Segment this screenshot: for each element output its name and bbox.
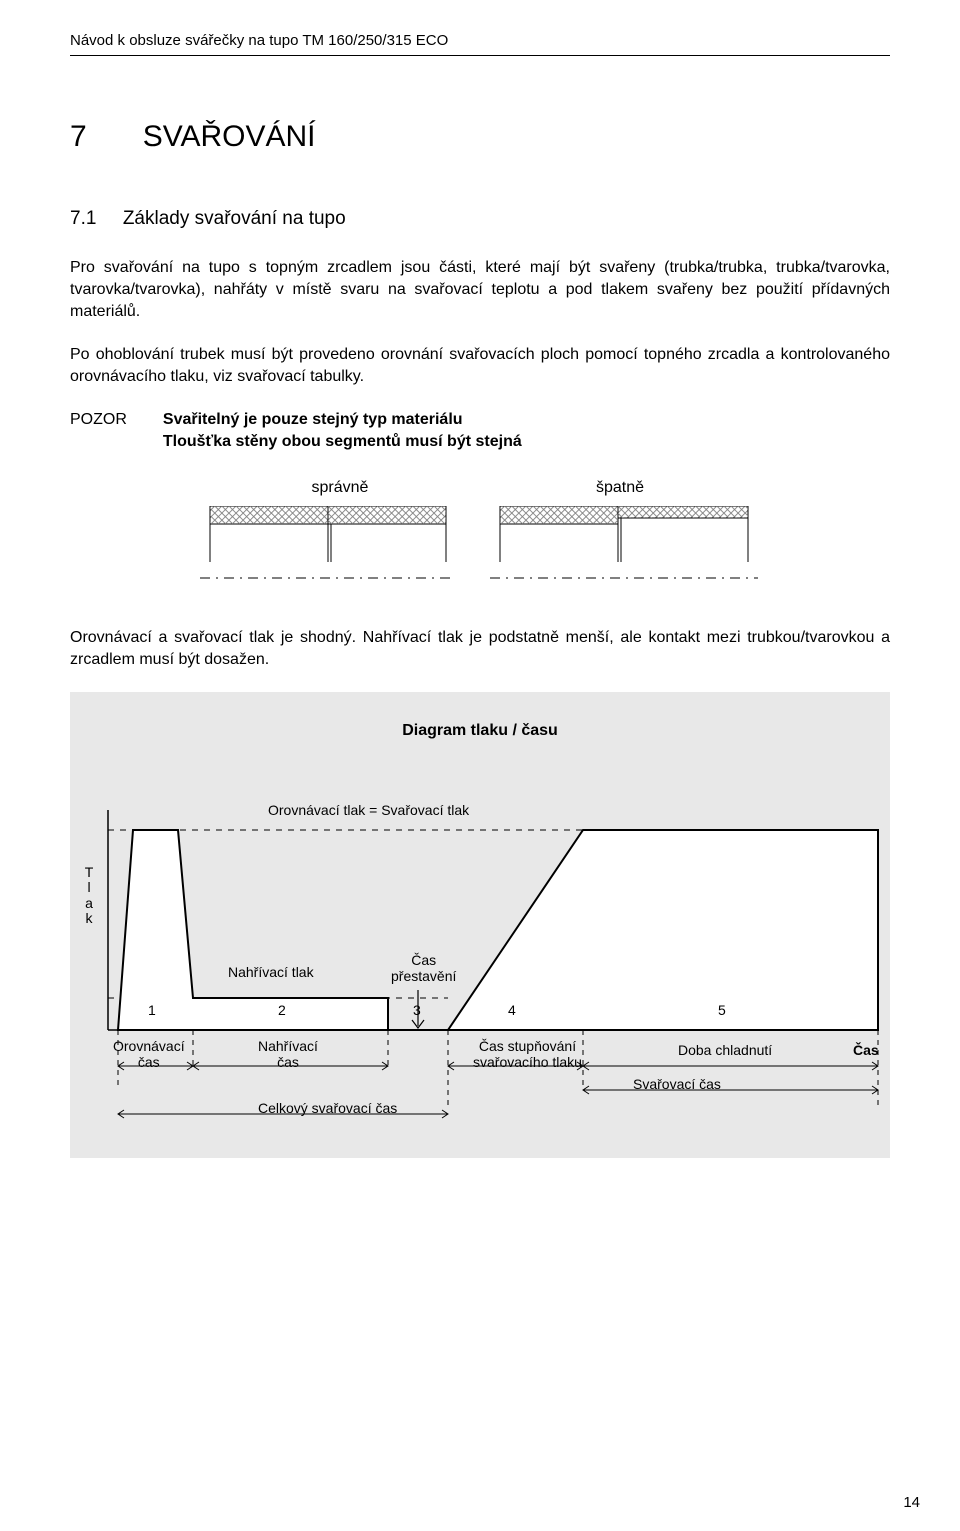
alignment-svg	[200, 506, 760, 591]
attention-label: POZOR	[70, 409, 127, 454]
chart-phase-2: 2	[278, 1002, 286, 1018]
chart-phase-5: 5	[718, 1002, 726, 1018]
section-heading: 7.1 Základy svařování na tupo	[70, 206, 890, 233]
chapter-heading: 7 SVAŘOVÁNÍ	[70, 116, 890, 158]
paragraph-2: Po ohoblování trubek musí být provedeno …	[70, 344, 890, 389]
chart-xaxis-label: Čas	[853, 1042, 879, 1058]
chapter-title: SVAŘOVÁNÍ	[143, 116, 316, 158]
pressure-time-chart: Diagram tlaku / času Orovnávací tlak = S…	[70, 692, 890, 1158]
attention-line-2: Tloušťka stěny obou segmentů musí být st…	[163, 431, 522, 453]
chart-label-heating-pressure: Nahřívací tlak	[228, 964, 314, 980]
chart-phase5-name: Doba chladnutí	[678, 1042, 772, 1058]
chart-label-changeover: Čas přestavění	[391, 952, 456, 984]
paragraph-3: Orovnávací a svařovací tlak je shodný. N…	[70, 627, 890, 672]
attention-line-1: Svařitelný je pouze stejný typ materiálu	[163, 409, 522, 431]
page-number: 14	[903, 1492, 920, 1513]
chart-phase2-name: Nahřívacíčas	[258, 1038, 318, 1070]
chart-total-time-label: Celkový svařovací čas	[258, 1100, 397, 1116]
chart-svg	[78, 770, 882, 1130]
paragraph-1: Pro svařování na tupo s topným zrcadlem …	[70, 257, 890, 324]
attention-body: Svařitelný je pouze stejný typ materiálu…	[163, 409, 522, 454]
header-line: Návod k obsluze svářečky na tupo TM 160/…	[70, 30, 890, 56]
chart-phase-4: 4	[508, 1002, 516, 1018]
chart-phase4-name: Čas stupňovánísvařovacího tlaku	[473, 1038, 582, 1070]
chart-phase-3: 3	[413, 1002, 421, 1018]
attention-block: POZOR Svařitelný je pouze stejný typ mat…	[70, 409, 890, 454]
chart-phase1-name: Orovnávacíčas	[113, 1038, 185, 1070]
alignment-diagram: správně špatně	[200, 477, 760, 590]
section-title: Základy svařování na tupo	[123, 208, 346, 229]
chart-phase-1: 1	[148, 1002, 156, 1018]
chart-title: Diagram tlaku / času	[78, 720, 882, 742]
align-label-wrong: špatně	[480, 477, 760, 499]
chart-yaxis-label: Tlak	[80, 865, 98, 927]
align-label-correct: správně	[200, 477, 480, 499]
chapter-number: 7	[70, 116, 87, 158]
chart-weld-time-label: Svařovací čas	[633, 1076, 721, 1092]
chart-equivalence-label: Orovnávací tlak = Svařovací tlak	[268, 802, 469, 818]
section-number: 7.1	[70, 208, 96, 229]
